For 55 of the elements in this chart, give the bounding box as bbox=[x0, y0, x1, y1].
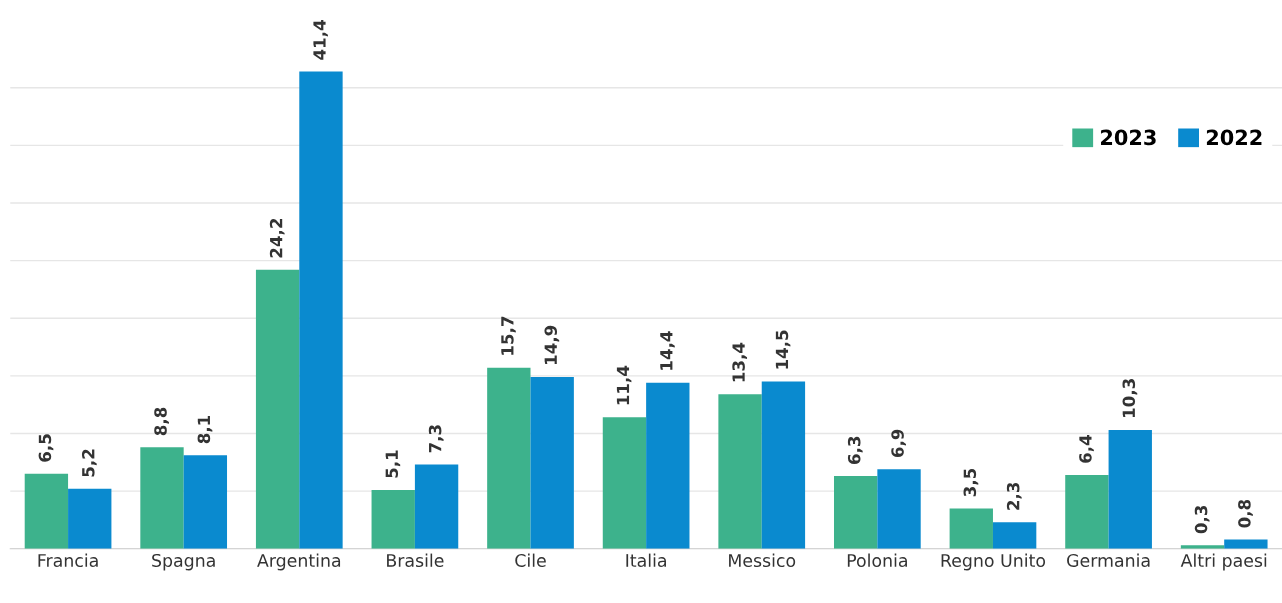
bar bbox=[877, 469, 921, 549]
x-tick-label: Regno Unito bbox=[941, 553, 1046, 571]
bar bbox=[992, 522, 1037, 549]
data-label: 0,3 bbox=[1194, 505, 1210, 534]
data-label: 8,1 bbox=[197, 415, 213, 444]
bar bbox=[834, 476, 878, 549]
data-label: 14,5 bbox=[775, 330, 791, 369]
data-label: 14,4 bbox=[660, 331, 675, 370]
bar bbox=[1065, 474, 1109, 549]
bar bbox=[530, 377, 574, 549]
data-label: 6,3 bbox=[847, 436, 863, 464]
bar bbox=[371, 489, 415, 549]
bar bbox=[24, 473, 69, 549]
x-tick-label: Germania bbox=[1067, 553, 1150, 568]
x-tick-label: Spagna bbox=[152, 553, 215, 571]
bar bbox=[949, 508, 993, 549]
data-label: 2,3 bbox=[1006, 482, 1022, 510]
data-label: 8,8 bbox=[154, 407, 169, 436]
x-tick-label: Italia bbox=[626, 553, 666, 568]
bar bbox=[761, 381, 806, 549]
data-label: 6,4 bbox=[1079, 435, 1094, 463]
bar bbox=[718, 394, 762, 549]
bar bbox=[68, 488, 112, 549]
bar bbox=[255, 269, 300, 549]
x-tick-label: Francia bbox=[38, 553, 98, 568]
data-label: 0,8 bbox=[1238, 499, 1253, 528]
data-label: 3,5 bbox=[963, 468, 979, 497]
data-label: 6,9 bbox=[891, 429, 906, 458]
x-tick-label: Messico bbox=[729, 553, 796, 568]
data-label: 14,9 bbox=[544, 325, 560, 365]
x-tick-label: Argentina bbox=[257, 553, 341, 571]
x-tick-label: Brasile bbox=[387, 553, 444, 568]
data-label: 13,4 bbox=[732, 342, 748, 382]
data-label: 6,5 bbox=[38, 434, 54, 462]
data-label: 41,4 bbox=[313, 20, 328, 60]
bar bbox=[183, 455, 228, 549]
bar bbox=[1108, 430, 1152, 549]
legend-label: 2023 bbox=[1101, 129, 1156, 146]
bar bbox=[602, 417, 647, 549]
x-tick-label: Cile bbox=[515, 553, 546, 568]
x-tick-label: Altri paesi bbox=[1180, 553, 1267, 571]
legend-label: 2022 bbox=[1206, 129, 1262, 146]
bar bbox=[414, 464, 459, 549]
data-label: 5,1 bbox=[385, 450, 401, 478]
bar bbox=[646, 382, 690, 549]
bar bbox=[487, 367, 531, 549]
data-label: 5,2 bbox=[81, 449, 97, 477]
data-label: 10,3 bbox=[1122, 379, 1138, 418]
data-label: 11,4 bbox=[616, 365, 632, 405]
x-tick-label: Polonia bbox=[847, 553, 907, 568]
bar bbox=[299, 71, 343, 549]
data-label: 24,2 bbox=[269, 219, 285, 258]
bar bbox=[140, 447, 184, 549]
data-label: 7,3 bbox=[428, 425, 444, 453]
data-label: 15,7 bbox=[501, 316, 516, 355]
